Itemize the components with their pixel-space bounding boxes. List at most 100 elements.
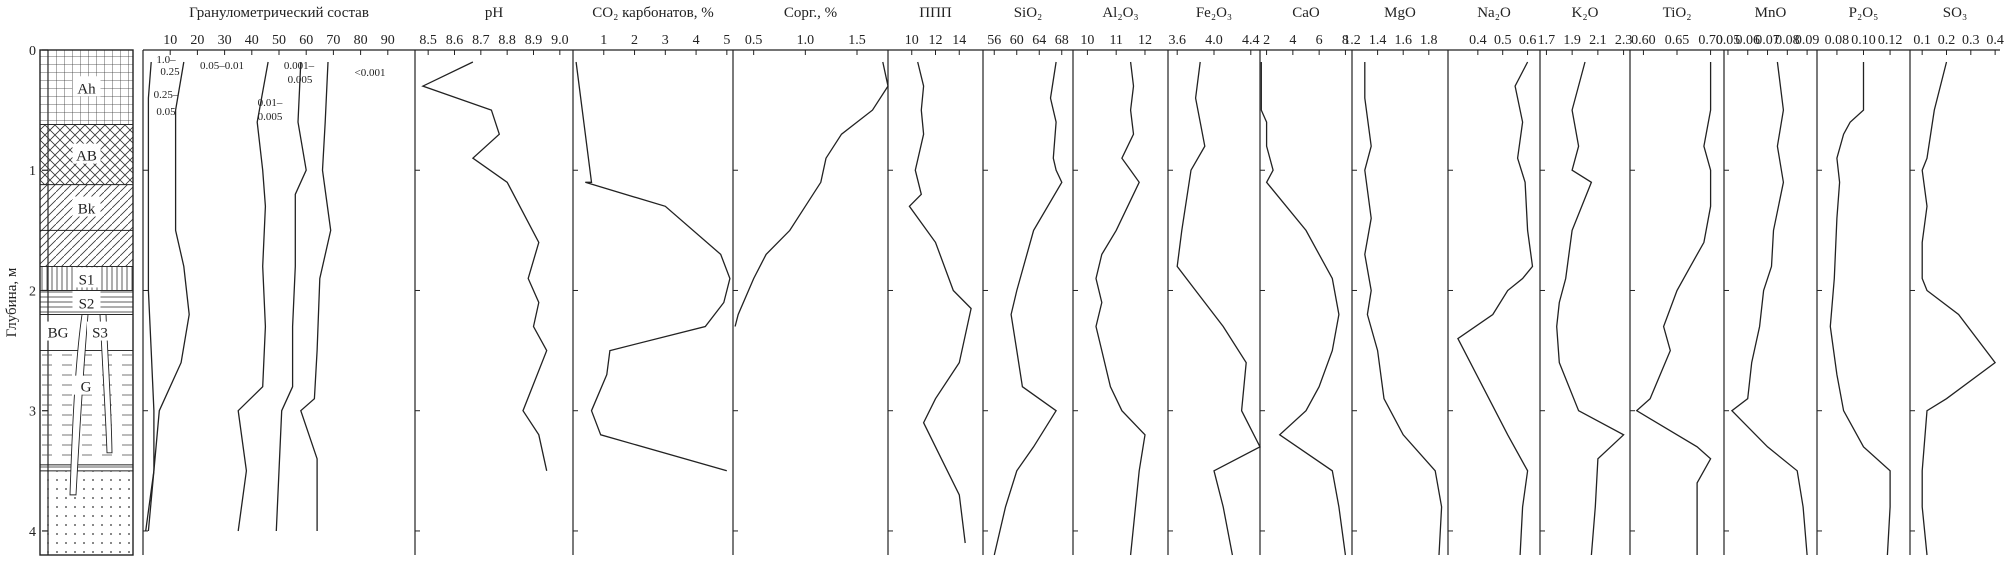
- x-tick-label: 1.2: [1343, 33, 1361, 48]
- x-tick-label: 11: [1109, 33, 1122, 48]
- column-label-bg: [45, 321, 71, 341]
- x-tick-label: 1.6: [1394, 33, 1412, 48]
- x-tick-label: 0.06: [1735, 33, 1760, 48]
- horizon-label-bg: [72, 143, 101, 164]
- x-tick-label: 4.4: [1242, 33, 1260, 48]
- series-line-0: [1260, 62, 1347, 556]
- x-tick-label: 60: [1010, 33, 1024, 48]
- depth-tick-label: 0: [29, 44, 36, 59]
- x-tick-label: 60: [299, 33, 313, 48]
- x-tick-label: 50: [272, 33, 286, 48]
- soil-column-frame: [39, 49, 134, 556]
- x-tick-label: 68: [1055, 33, 1069, 48]
- horizon-layer-3: [39, 229, 134, 267]
- panel-0: 10 20 30 40 50 60 70 80 90 Гранулометрический сос…: [142, 5, 415, 555]
- horizon-layer-8: [39, 464, 134, 472]
- horizon-label: Bk: [78, 202, 96, 218]
- x-tick-label: 3: [662, 33, 669, 48]
- x-tick-label: 1.7: [1538, 33, 1556, 48]
- x-tick-label: 0.4: [1469, 33, 1487, 48]
- series-line-0: [1921, 61, 1997, 556]
- series-line-0: [908, 61, 972, 544]
- x-tick-label: 0.09: [1795, 33, 1820, 48]
- panel-title: P₂O₅: [1849, 5, 1879, 21]
- x-tick-label: 2.1: [1589, 33, 1607, 48]
- x-tick-label: 0.60: [1631, 33, 1656, 48]
- column-label-bg: [87, 321, 113, 341]
- panel-title: Al₂O₃: [1102, 5, 1138, 21]
- panel-14: 0.08 0.10 0.12 P₂O₅: [1816, 5, 1910, 556]
- horizon-label-bg: [72, 196, 101, 217]
- x-tick-label: 40: [245, 33, 259, 48]
- horizon-layer-9: [39, 470, 134, 556]
- series-line-0: [1364, 62, 1443, 556]
- panel-3: 0.5 1.0 1.5 Сорг., %: [732, 5, 889, 555]
- column-label: BG: [48, 326, 69, 342]
- x-tick-label: 2: [1263, 33, 1270, 48]
- x-tick-label: 0.5: [1494, 33, 1512, 48]
- panel-5: 56 60 64 68 SiO₂: [982, 5, 1073, 556]
- series-line-0: [1556, 61, 1625, 556]
- x-tick-label: 90: [381, 33, 395, 48]
- series-line-0: [993, 61, 1063, 556]
- panel-13: 0.050.060.070.080.09 MnO: [1716, 5, 1820, 556]
- x-tick-label: 0.05: [1716, 33, 1741, 48]
- x-tick-label: 2: [631, 33, 638, 48]
- x-tick-label: 0.5: [745, 33, 763, 48]
- series-line-0: [1635, 62, 1712, 555]
- series-line-0: [1457, 61, 1534, 556]
- series-line-4: [300, 61, 332, 531]
- panel-title: CO₂ карбонатов, %: [592, 5, 713, 21]
- depth-tick-label: 1: [29, 164, 36, 179]
- panel-15: 0.1 0.2 0.3 0.4 SO₃: [1909, 5, 2004, 556]
- x-tick-label: 6: [1316, 33, 1323, 48]
- horizon-label: S1: [79, 272, 95, 288]
- panel-title: Сорг., %: [784, 5, 837, 21]
- grain-size-annotation: 0.005: [288, 74, 313, 86]
- x-tick-label: 0.6: [1519, 33, 1537, 48]
- panel-7: 3.6 4.0 4.4 Fe₂O₃: [1167, 5, 1261, 556]
- horizon-label-bg: [72, 267, 101, 288]
- x-tick-label: 12: [929, 33, 943, 48]
- panel-10: 0.4 0.5 0.6 Na₂O: [1447, 5, 1540, 556]
- x-tick-label: 0.08: [1825, 33, 1850, 48]
- x-tick-label: 0.07: [1755, 33, 1780, 48]
- horizon-label: S2: [79, 297, 95, 313]
- depth-axis-title: Глубина, м: [4, 267, 20, 337]
- x-tick-label: 70: [326, 33, 340, 48]
- x-tick-label: 0.1: [1913, 33, 1931, 48]
- horizon-label-bg: [72, 291, 101, 312]
- panel-1: 8.5 8.6 8.7 8.8 8.9 9.0 pH: [414, 5, 573, 555]
- panel-11: 1.7 1.9 2.1 2.3 K₂O: [1538, 5, 1632, 556]
- panel-9: 1.2 1.4 1.6 1.8 MgO: [1343, 5, 1448, 556]
- grain-size-annotation: 0.01–: [258, 97, 283, 109]
- horizon-layer-7: [39, 350, 134, 466]
- x-tick-label: 4.0: [1205, 33, 1223, 48]
- x-tick-label: 10: [905, 33, 919, 48]
- depth-tick-label: 4: [29, 525, 36, 540]
- panel-title: Fe₂O₃: [1196, 5, 1232, 21]
- panel-title: ППП: [919, 5, 952, 21]
- column-label-bg: [73, 375, 99, 395]
- panel-title: SiO₂: [1014, 5, 1043, 21]
- x-tick-label: 1.9: [1563, 33, 1581, 48]
- x-tick-label: 10: [1080, 33, 1094, 48]
- x-tick-label: 14: [952, 33, 966, 48]
- gley-tongue-right: [99, 314, 113, 454]
- x-tick-label: 8.8: [498, 33, 516, 48]
- x-tick-label: 1.8: [1420, 33, 1438, 48]
- horizon-label: AB: [76, 149, 97, 165]
- x-tick-label: 0.08: [1775, 33, 1800, 48]
- panel-title: Гранулометрический состав: [189, 5, 369, 21]
- series-line-0: [145, 61, 155, 532]
- panel-8: 2 4 6 8 CaO: [1259, 5, 1352, 556]
- x-tick-label: 0.3: [1962, 33, 1980, 48]
- series-line-0: [575, 61, 731, 472]
- x-tick-label: 0.4: [1986, 33, 2004, 48]
- x-tick-label: 8.5: [419, 33, 437, 48]
- x-tick-label: 8: [1342, 33, 1349, 48]
- x-tick-label: 0.12: [1878, 33, 1903, 48]
- x-tick-label: 10: [163, 33, 177, 48]
